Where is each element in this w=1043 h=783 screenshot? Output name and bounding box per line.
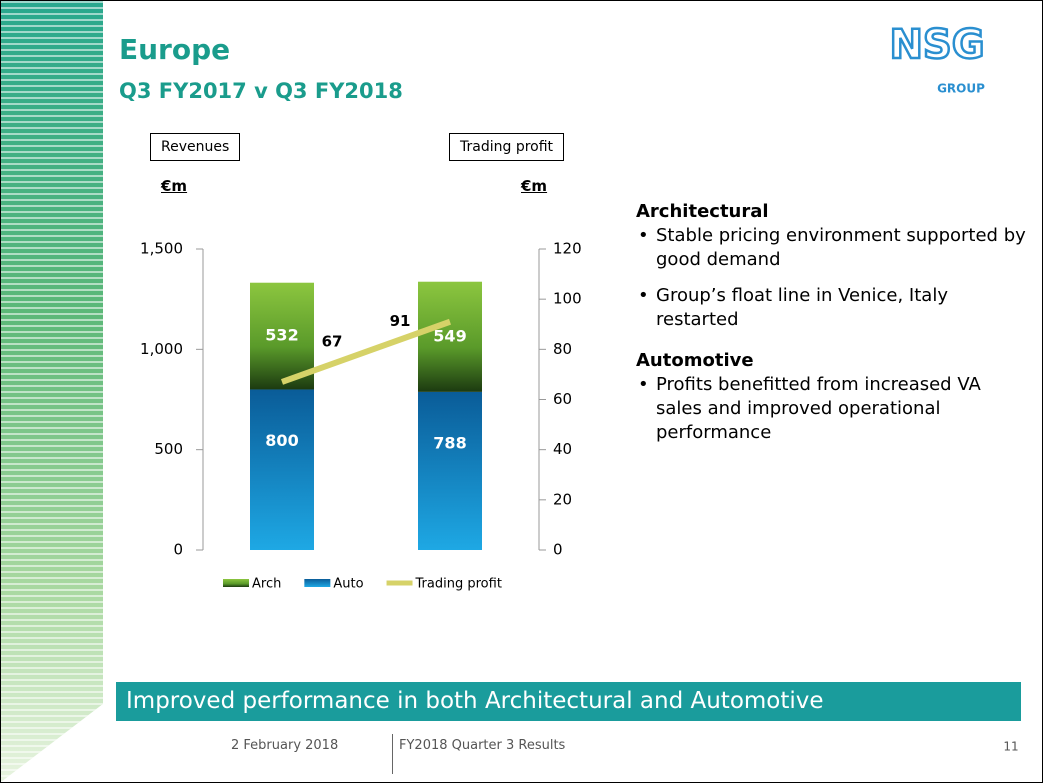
y2-tick-label: 20 — [553, 490, 572, 508]
bar-segment — [418, 391, 482, 550]
legend-label: Arch — [252, 577, 281, 592]
bar-segment — [418, 281, 482, 392]
y2-unit: €m — [521, 177, 548, 195]
y-tick-label: 0 — [173, 541, 183, 559]
section-heading: Automotive — [636, 350, 754, 371]
bar-segment — [250, 389, 314, 550]
value-label: 800 — [265, 431, 298, 450]
y-tick-label: 1,000 — [140, 340, 183, 358]
subtitle: Q3 FY2017 v Q3 FY2018 — [119, 79, 403, 103]
y2-tick-label: 120 — [553, 240, 582, 258]
legend-label: Trading profit — [415, 577, 502, 592]
logo: NSG — [889, 22, 984, 68]
decor-stripe — [1, 1, 103, 782]
y2-axis-label: Trading profit — [449, 133, 565, 161]
value-label: 788 — [433, 433, 466, 452]
line-series — [280, 318, 452, 385]
legend-swatch — [304, 579, 331, 587]
y2-tick-label: 40 — [553, 440, 572, 458]
bullet: Stable pricing environment supported by … — [636, 224, 1026, 272]
bullet-list: Profits benefitted from increased VA sal… — [636, 373, 1026, 445]
legend-swatch — [223, 579, 249, 587]
y2-tick-label: 60 — [553, 390, 572, 408]
legend-label: Auto — [333, 577, 363, 592]
y-unit: €m — [161, 177, 188, 195]
y2-tick-label: 80 — [553, 340, 572, 358]
line-value-label: 67 — [322, 332, 343, 350]
value-label: 532 — [265, 326, 298, 345]
title: Europe — [119, 33, 231, 66]
value-label: 549 — [433, 326, 466, 345]
y2-tick-label: 100 — [553, 290, 582, 308]
y-tick-label: 1,500 — [140, 240, 183, 258]
y-axis-label: Revenues — [150, 133, 241, 161]
page-number: 11 — [1003, 740, 1018, 754]
footer-event: FY2018 Quarter 3 Results — [399, 738, 566, 753]
separator — [392, 734, 393, 774]
line-value-label: 91 — [390, 312, 411, 330]
section-heading: Architectural — [636, 201, 769, 222]
y2-tick-label: 0 — [553, 541, 563, 559]
footer-date: 2 February 2018 — [231, 738, 339, 753]
logo-sub: GROUP — [937, 82, 985, 96]
commentary: ArchitecturalStable pricing environment … — [636, 201, 1026, 463]
banner: Improved performance in both Architectur… — [116, 682, 1021, 721]
bullet: Profits benefitted from increased VA sal… — [636, 373, 1026, 445]
bullet: Group’s float line in Venice, Italy rest… — [636, 284, 1026, 332]
bullet-list: Stable pricing environment supported by … — [636, 224, 1026, 332]
y-tick-label: 500 — [154, 440, 183, 458]
